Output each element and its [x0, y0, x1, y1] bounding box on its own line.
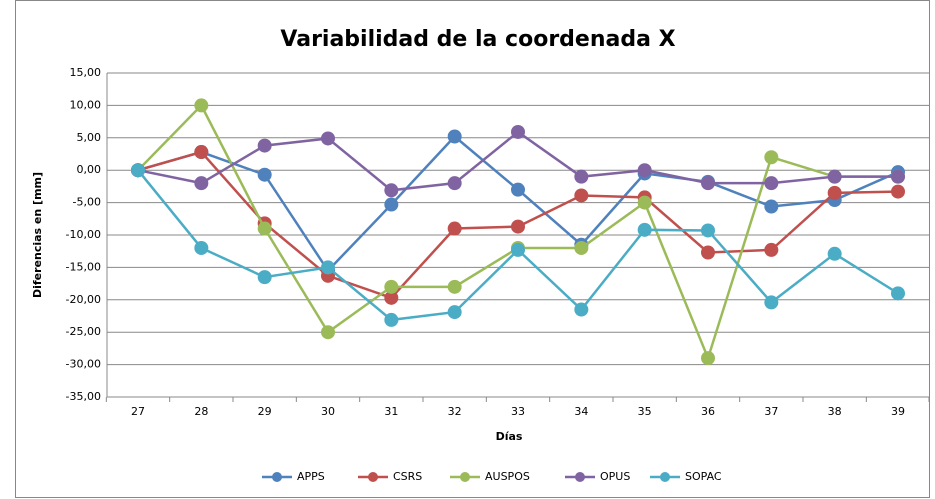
data-point: [194, 240, 209, 255]
data-point: [384, 197, 399, 212]
data-point: [764, 295, 779, 310]
x-tick-label: 36: [701, 405, 715, 418]
data-point: [447, 305, 462, 320]
data-point: [321, 131, 335, 146]
data-point: [257, 138, 272, 153]
data-point: [701, 176, 715, 191]
legend-label: SOPAC: [685, 470, 722, 483]
y-tick-label: 5,00: [77, 131, 102, 144]
y-tick-label: -10,00: [66, 228, 101, 241]
legend-label: APPS: [297, 470, 325, 483]
x-tick-label: 27: [131, 405, 145, 418]
x-tick-label: 29: [258, 405, 272, 418]
legend-label: AUSPOS: [485, 470, 530, 483]
x-tick-label: 34: [574, 405, 588, 418]
data-point: [447, 176, 462, 191]
data-point: [574, 240, 589, 255]
chart-title: Variabilidad de la coordenada X: [280, 27, 675, 52]
data-point: [701, 223, 715, 238]
data-point: [574, 169, 589, 184]
data-point: [447, 221, 462, 236]
y-tick-label: -35,00: [66, 390, 101, 403]
data-point: [511, 124, 525, 139]
data-point: [701, 351, 715, 366]
data-point: [574, 188, 589, 203]
data-point: [574, 302, 589, 317]
legend-marker: [460, 472, 470, 482]
x-tick-label: 31: [384, 405, 398, 418]
y-tick-label: -5,00: [73, 196, 101, 209]
data-point: [637, 222, 652, 237]
data-point: [194, 176, 209, 191]
data-point: [384, 312, 399, 327]
data-point: [321, 325, 335, 340]
data-point: [447, 279, 462, 294]
y-tick-label: 10,00: [70, 98, 102, 111]
data-point: [257, 167, 272, 182]
legend-marker: [575, 472, 585, 482]
data-point: [194, 98, 209, 113]
data-point: [257, 221, 272, 236]
data-point: [194, 145, 209, 160]
legend-marker: [368, 472, 378, 482]
legend-marker: [272, 472, 282, 482]
y-axis-title: Diferencias en [mm]: [31, 172, 44, 298]
x-tick-label: 32: [448, 405, 462, 418]
y-tick-label: -15,00: [66, 260, 101, 273]
data-point: [827, 169, 842, 184]
x-tick-label: 37: [764, 405, 778, 418]
x-tick-label: 39: [891, 405, 905, 418]
data-point: [827, 185, 842, 200]
data-point: [447, 129, 462, 144]
y-tick-label: 15,00: [70, 66, 102, 79]
data-point: [764, 176, 779, 191]
chart-frame: [15, 0, 930, 498]
x-tick-label: 35: [638, 405, 652, 418]
data-point: [511, 182, 525, 197]
data-point: [321, 260, 335, 275]
legend-label: OPUS: [600, 470, 630, 483]
data-point: [701, 245, 715, 260]
x-tick-label: 28: [194, 405, 208, 418]
y-tick-label: 0,00: [77, 163, 102, 176]
x-tick-label: 33: [511, 405, 525, 418]
data-point: [511, 219, 525, 234]
data-point: [891, 184, 905, 199]
data-point: [257, 270, 272, 285]
legend-label: CSRS: [393, 470, 422, 483]
x-axis-title: Días: [496, 430, 523, 443]
legend-marker: [660, 472, 670, 482]
data-point: [891, 286, 905, 301]
data-point: [384, 290, 399, 305]
x-tick-label: 38: [828, 405, 842, 418]
data-point: [637, 163, 652, 178]
data-point: [827, 246, 842, 261]
data-point: [511, 242, 525, 257]
x-tick-label: 30: [321, 405, 335, 418]
data-point: [637, 195, 652, 210]
data-point: [384, 183, 399, 198]
data-point: [131, 163, 145, 178]
y-tick-label: -30,00: [66, 358, 101, 371]
data-point: [891, 169, 905, 184]
data-point: [384, 279, 399, 294]
data-point: [764, 199, 779, 214]
data-point: [764, 150, 779, 165]
data-point: [764, 242, 779, 257]
y-tick-label: -20,00: [66, 293, 101, 306]
y-tick-label: -25,00: [66, 325, 101, 338]
